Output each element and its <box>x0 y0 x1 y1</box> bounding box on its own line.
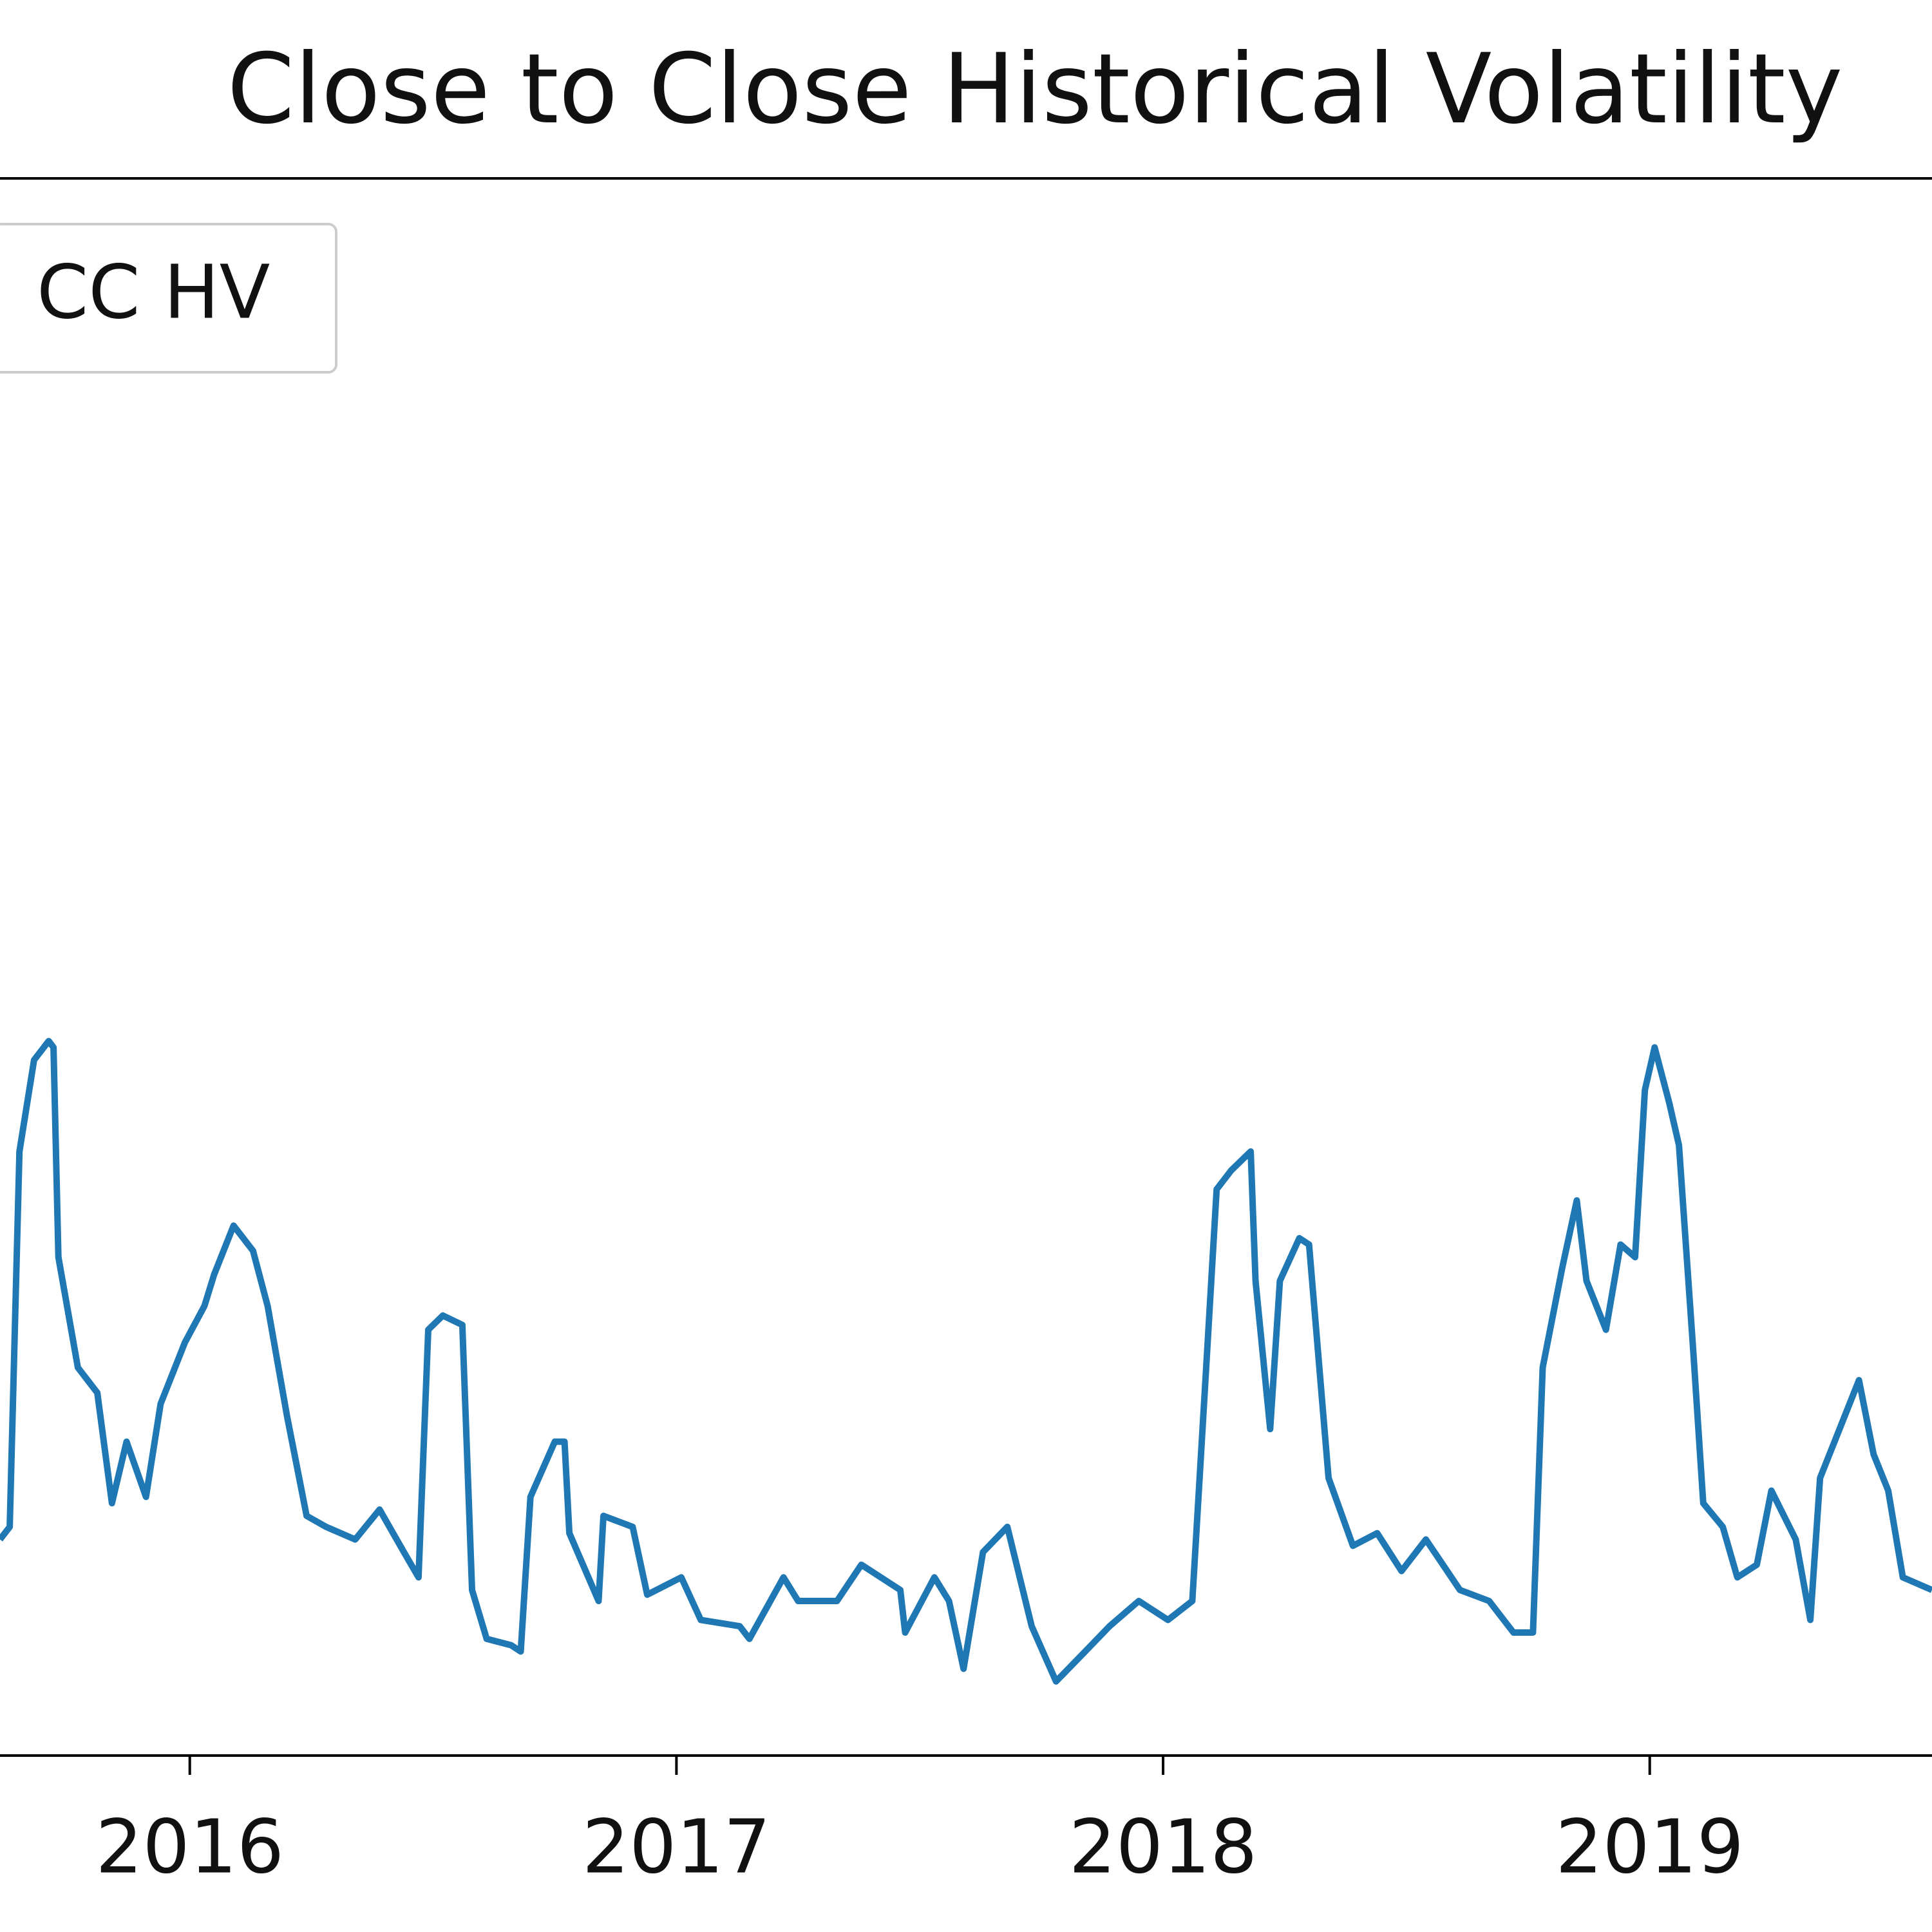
legend-box <box>0 223 337 374</box>
x-tick-label: 2016 <box>95 1804 284 1891</box>
legend-label: CC HV <box>37 250 270 336</box>
data-line <box>0 1037 1932 1685</box>
x-tick-label: 2019 <box>1555 1804 1744 1891</box>
chart-title: Close to Close Historical Volatility <box>227 33 1843 146</box>
legend: CC HV <box>0 223 337 374</box>
x-tick-label: 2017 <box>582 1804 771 1891</box>
plot-area: 2016 2017 2018 2019 <box>0 177 1932 1891</box>
x-tick-label: 2018 <box>1069 1804 1258 1891</box>
